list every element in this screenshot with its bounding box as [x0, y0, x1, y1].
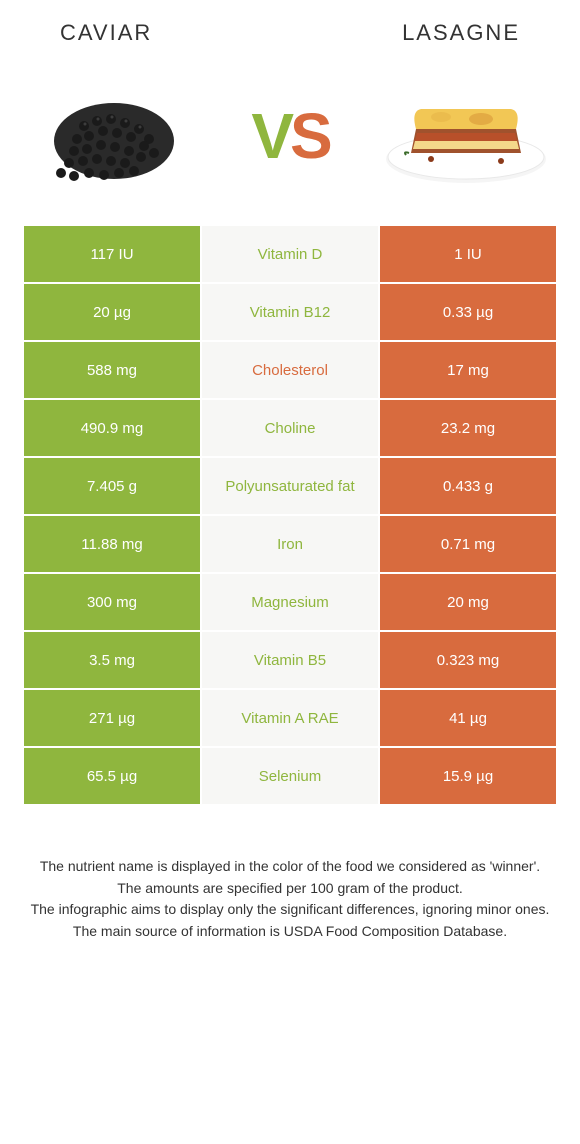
value-left: 7.405 g	[24, 458, 202, 514]
nutrient-row: 588 mgCholesterol17 mg	[24, 342, 556, 400]
images-row: VS	[0, 56, 580, 226]
value-right: 15.9 µg	[380, 748, 556, 804]
lasagne-image	[376, 76, 556, 196]
nutrient-row: 3.5 mgVitamin B50.323 mg	[24, 632, 556, 690]
value-right: 0.33 µg	[380, 284, 556, 340]
footnotes: The nutrient name is displayed in the co…	[0, 806, 580, 943]
footnote-line: The infographic aims to display only the…	[28, 899, 552, 921]
value-right: 41 µg	[380, 690, 556, 746]
value-left: 490.9 mg	[24, 400, 202, 456]
nutrient-row: 20 µgVitamin B120.33 µg	[24, 284, 556, 342]
food-title-left: Caviar	[60, 20, 152, 46]
vs-label: VS	[251, 99, 328, 173]
nutrient-row: 11.88 mgIron0.71 mg	[24, 516, 556, 574]
nutrient-label: Polyunsaturated fat	[202, 458, 380, 514]
nutrient-label: Vitamin B12	[202, 284, 380, 340]
footnote-line: The main source of information is USDA F…	[28, 921, 552, 943]
value-right: 0.323 mg	[380, 632, 556, 688]
nutrient-label: Cholesterol	[202, 342, 380, 398]
nutrient-label: Choline	[202, 400, 380, 456]
nutrient-label: Vitamin A RAE	[202, 690, 380, 746]
value-right: 17 mg	[380, 342, 556, 398]
value-right: 0.71 mg	[380, 516, 556, 572]
value-left: 20 µg	[24, 284, 202, 340]
value-left: 300 mg	[24, 574, 202, 630]
nutrient-row: 490.9 mgCholine23.2 mg	[24, 400, 556, 458]
footnote-line: The nutrient name is displayed in the co…	[28, 856, 552, 878]
header: Caviar Lasagne	[0, 0, 580, 56]
nutrient-label: Magnesium	[202, 574, 380, 630]
value-right: 23.2 mg	[380, 400, 556, 456]
nutrient-table: 117 IUVitamin D1 IU20 µgVitamin B120.33 …	[24, 226, 556, 806]
nutrient-row: 65.5 µgSelenium15.9 µg	[24, 748, 556, 806]
value-right: 0.433 g	[380, 458, 556, 514]
nutrient-label: Iron	[202, 516, 380, 572]
value-left: 117 IU	[24, 226, 202, 282]
nutrient-row: 271 µgVitamin A RAE41 µg	[24, 690, 556, 748]
footnote-line: The amounts are specified per 100 gram o…	[28, 878, 552, 900]
value-right: 20 mg	[380, 574, 556, 630]
value-left: 3.5 mg	[24, 632, 202, 688]
nutrient-row: 7.405 gPolyunsaturated fat0.433 g	[24, 458, 556, 516]
nutrient-label: Vitamin B5	[202, 632, 380, 688]
value-left: 271 µg	[24, 690, 202, 746]
value-left: 588 mg	[24, 342, 202, 398]
nutrient-row: 300 mgMagnesium20 mg	[24, 574, 556, 632]
nutrient-row: 117 IUVitamin D1 IU	[24, 226, 556, 284]
value-left: 65.5 µg	[24, 748, 202, 804]
nutrient-label: Selenium	[202, 748, 380, 804]
value-right: 1 IU	[380, 226, 556, 282]
caviar-image	[24, 76, 204, 196]
nutrient-label: Vitamin D	[202, 226, 380, 282]
food-title-right: Lasagne	[402, 20, 520, 46]
vs-v: V	[251, 100, 290, 172]
vs-s: S	[290, 100, 329, 172]
value-left: 11.88 mg	[24, 516, 202, 572]
